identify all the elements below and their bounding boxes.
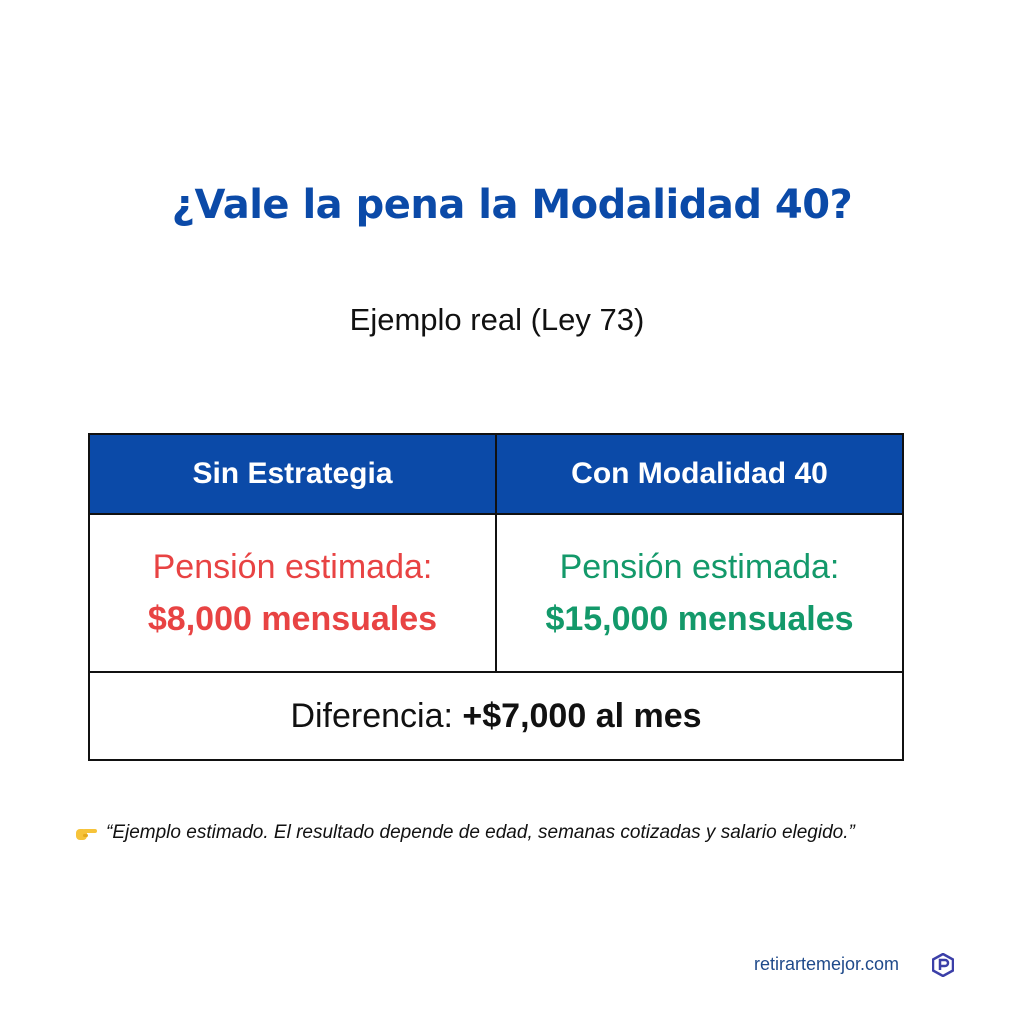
difference-cell: Diferencia: +$7,000 al mes bbox=[88, 671, 904, 761]
header-row: Sin Estrategia Con Modalidad 40 bbox=[88, 433, 904, 515]
note-text: “Ejemplo estimado. El resultado depende … bbox=[106, 822, 855, 843]
title: ¿Vale la pena la Modalidad 40? bbox=[171, 182, 853, 228]
cell-amount: $15,000 mensuales bbox=[545, 600, 854, 638]
cell-label: Pensión estimada: bbox=[559, 548, 840, 586]
pension-row: Pensión estimada: $8,000 mensuales Pensi… bbox=[88, 513, 904, 673]
difference-label: Diferencia: bbox=[290, 696, 453, 735]
difference-amount: +$7,000 al mes bbox=[462, 696, 702, 735]
logo bbox=[932, 953, 954, 977]
cell-amount: $8,000 mensuales bbox=[147, 600, 438, 638]
cell: Pensión estimada: $8,000 mensuales bbox=[88, 513, 497, 673]
comparison-table: Sin Estrategia Con Modalidad 40 Pensión … bbox=[88, 433, 904, 761]
subtitle: Ejemplo real (Ley 73) bbox=[349, 302, 645, 337]
difference-row: Diferencia: +$7,000 al mes bbox=[88, 671, 904, 761]
column-header: Con Modalidad 40 bbox=[495, 433, 904, 515]
cell: Pensión estimada: $15,000 mensuales bbox=[495, 513, 904, 673]
note: “Ejemplo estimado. El resultado depende … bbox=[74, 822, 855, 844]
cell-label: Pensión estimada: bbox=[152, 548, 433, 586]
pointing-hand-icon bbox=[76, 829, 97, 840]
site-url: retirartemejor.com bbox=[754, 954, 900, 974]
column-header: Sin Estrategia bbox=[88, 433, 497, 515]
